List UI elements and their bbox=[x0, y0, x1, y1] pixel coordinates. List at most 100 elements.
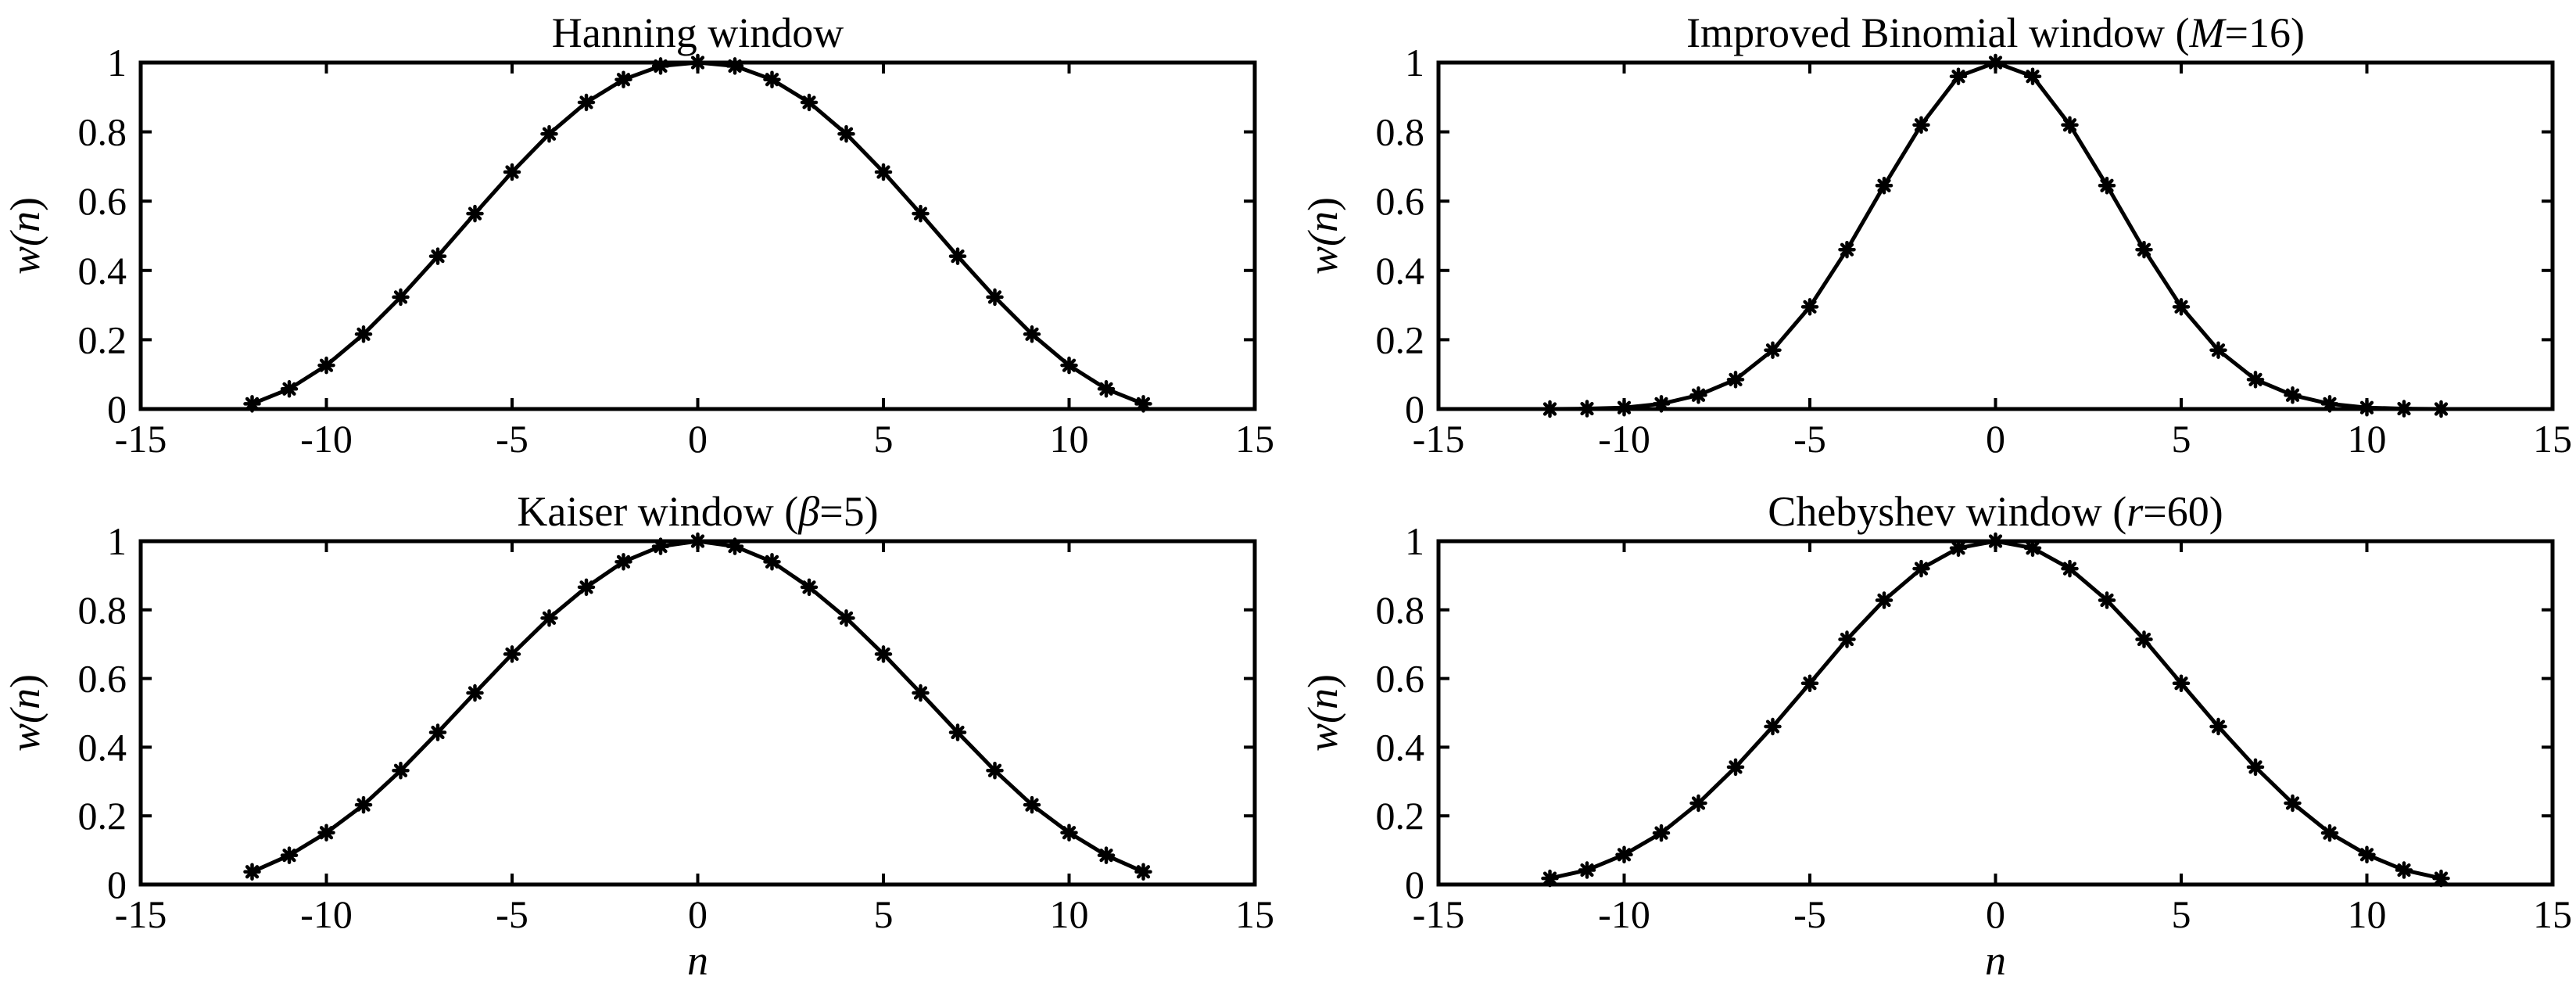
y-tick-label: 0.4 bbox=[78, 725, 127, 769]
data-point-marker bbox=[651, 537, 670, 555]
data-point-marker bbox=[1838, 630, 1856, 648]
data-point-marker bbox=[317, 356, 335, 375]
data-point-marker bbox=[948, 723, 967, 741]
data-point-marker bbox=[503, 163, 521, 181]
data-point-marker bbox=[986, 762, 1004, 780]
data-point-marker bbox=[1615, 845, 1633, 864]
data-point-marker bbox=[2061, 559, 2079, 578]
x-tick-label: -15 bbox=[115, 417, 167, 461]
data-point-marker bbox=[689, 532, 707, 551]
y-tick-label: 0 bbox=[1405, 863, 1424, 906]
series-line bbox=[251, 539, 1145, 874]
data-point-marker bbox=[689, 53, 707, 72]
kaiser-window-panel: Kaiser window (β=5) -15 -10 -5 0 5 10 15 0 0.2 0.4… bbox=[2, 488, 1274, 984]
data-point-marker bbox=[726, 57, 744, 75]
data-point-marker bbox=[466, 204, 484, 223]
data-point-marker bbox=[540, 125, 558, 143]
data-point-marker bbox=[1097, 380, 1116, 398]
x-tick-label: -5 bbox=[1793, 892, 1826, 936]
x-tick-label: 10 bbox=[2348, 892, 2387, 936]
x-tick-label: -5 bbox=[496, 417, 528, 461]
chart-title: Improved Binomial window (M=16) bbox=[1686, 9, 2305, 56]
data-point-marker bbox=[1726, 371, 1745, 389]
data-point-marker bbox=[763, 70, 781, 88]
data-point-marker bbox=[1838, 240, 1856, 259]
y-tick-label: 0.2 bbox=[78, 794, 127, 838]
data-point-marker bbox=[354, 325, 373, 343]
data-point-marker bbox=[1023, 325, 1041, 343]
data-point-marker bbox=[1578, 400, 1596, 418]
series-line bbox=[1549, 539, 2442, 881]
data-point-marker bbox=[2209, 717, 2227, 736]
y-tick-label: 0.2 bbox=[78, 318, 127, 361]
data-point-marker bbox=[2395, 861, 2413, 879]
data-point-marker bbox=[1023, 795, 1041, 814]
x-tick-label: -10 bbox=[300, 892, 353, 936]
data-point-marker bbox=[1987, 53, 2005, 72]
data-point-marker bbox=[837, 125, 855, 143]
data-point-marker bbox=[2320, 395, 2339, 413]
data-point-marker bbox=[1987, 532, 2005, 551]
data-point-marker bbox=[1912, 559, 1930, 578]
y-tick-label: 0.6 bbox=[78, 657, 127, 701]
x-tick-label: 15 bbox=[2533, 892, 2572, 936]
improved-binomial-window-panel: Improved Binomial window (M=16) -15 -10 -5 0… bbox=[1299, 9, 2572, 461]
data-point-marker bbox=[874, 163, 893, 181]
data-point-marker bbox=[2209, 341, 2227, 359]
data-point-marker bbox=[280, 380, 299, 398]
y-tick-label: 0.8 bbox=[78, 588, 127, 632]
data-point-marker bbox=[1912, 116, 1930, 134]
data-point-marker bbox=[466, 684, 484, 702]
data-point-marker bbox=[2284, 386, 2302, 404]
y-tick-label: 1 bbox=[107, 41, 127, 84]
x-tick-label: 0 bbox=[1986, 892, 2005, 936]
x-tick-label: -15 bbox=[1413, 417, 1465, 461]
data-point-marker bbox=[2172, 674, 2191, 692]
y-tick-label: 0.8 bbox=[78, 110, 127, 154]
data-point-marker bbox=[577, 578, 596, 597]
data-point-marker bbox=[837, 609, 855, 627]
x-tick-label: 15 bbox=[1235, 417, 1274, 461]
y-tick-label: 0.8 bbox=[1376, 588, 1425, 632]
y-tick-label: 0.6 bbox=[1376, 657, 1425, 701]
x-tick-label: 10 bbox=[1050, 892, 1089, 936]
x-tick-label: -10 bbox=[300, 417, 353, 461]
x-tick-label: 10 bbox=[1050, 417, 1089, 461]
chebyshev-window-panel: Chebyshev window (r=60) -15 -10 -5 0 5 10 15 0 0.… bbox=[1299, 488, 2572, 984]
y-tick-label: 0 bbox=[1405, 387, 1424, 431]
x-axis-label: n bbox=[687, 937, 708, 984]
x-tick-label: -10 bbox=[1598, 892, 1650, 936]
data-point-marker bbox=[1800, 298, 1819, 316]
data-point-marker bbox=[986, 288, 1004, 307]
data-point-marker bbox=[1689, 386, 1707, 404]
x-axis-label: n bbox=[1985, 937, 2006, 984]
x-tick-label: 15 bbox=[2533, 417, 2572, 461]
data-point-marker bbox=[2098, 591, 2116, 609]
y-axis-label: w(n) bbox=[2, 674, 48, 752]
series-line bbox=[1550, 60, 2442, 411]
data-point-marker bbox=[800, 93, 819, 112]
data-point-marker bbox=[1134, 395, 1152, 413]
data-point-marker bbox=[428, 723, 447, 741]
data-point-marker bbox=[1949, 539, 1968, 558]
data-point-marker bbox=[1652, 824, 1671, 842]
data-point-marker bbox=[354, 795, 373, 814]
data-point-marker bbox=[2135, 240, 2153, 259]
data-point-marker bbox=[2023, 539, 2042, 558]
data-point-marker bbox=[912, 684, 930, 702]
plot-frame bbox=[1436, 539, 2555, 887]
data-point-marker bbox=[614, 70, 632, 88]
data-point-marker bbox=[1652, 395, 1671, 413]
plot-frame bbox=[138, 539, 1257, 887]
data-point-marker bbox=[1726, 758, 1745, 777]
chart-title: Hanning window bbox=[552, 9, 844, 56]
x-tick-label: -15 bbox=[115, 892, 167, 936]
plot-frame bbox=[138, 60, 1257, 411]
data-point-marker bbox=[2432, 400, 2450, 418]
data-point-marker bbox=[2135, 630, 2153, 648]
x-tick-label: -5 bbox=[496, 892, 528, 936]
x-tick-label: 10 bbox=[2348, 417, 2387, 461]
data-point-marker bbox=[2061, 116, 2079, 134]
data-point-marker bbox=[1578, 861, 1596, 879]
